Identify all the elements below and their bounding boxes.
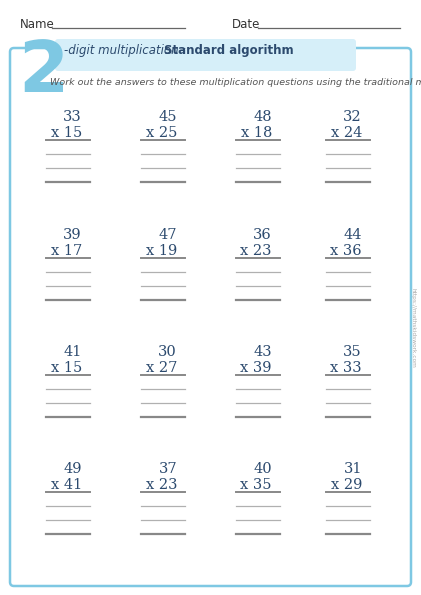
Text: x 15: x 15 [51,361,82,375]
Text: 45: 45 [158,110,177,124]
Text: Name: Name [20,18,55,31]
Text: 48: 48 [253,110,272,124]
Text: x 17: x 17 [51,244,82,258]
Text: 33: 33 [63,110,82,124]
FancyBboxPatch shape [55,39,356,71]
Text: x 33: x 33 [330,361,362,375]
Text: x 29: x 29 [330,478,362,492]
Text: Standard algorithm: Standard algorithm [164,44,293,57]
Text: x 39: x 39 [240,361,272,375]
Text: 43: 43 [253,345,272,359]
Text: 41: 41 [64,345,82,359]
Text: 31: 31 [344,462,362,476]
Text: 37: 37 [158,462,177,476]
Text: 39: 39 [64,228,82,242]
Text: x 36: x 36 [330,244,362,258]
Text: Work out the answers to these multiplication questions using the traditional met: Work out the answers to these multiplica… [50,78,421,87]
Text: 35: 35 [344,345,362,359]
Text: x 35: x 35 [240,478,272,492]
Text: 2: 2 [18,38,68,107]
Text: x 18: x 18 [241,126,272,140]
Text: x 27: x 27 [146,361,177,375]
Text: 49: 49 [64,462,82,476]
Text: x 24: x 24 [330,126,362,140]
Text: x 25: x 25 [146,126,177,140]
Text: 36: 36 [253,228,272,242]
Text: 47: 47 [158,228,177,242]
Text: 40: 40 [253,462,272,476]
Text: 32: 32 [344,110,362,124]
Text: x 41: x 41 [51,478,82,492]
Text: x 15: x 15 [51,126,82,140]
Text: 44: 44 [344,228,362,242]
Text: x 23: x 23 [146,478,177,492]
Text: x 23: x 23 [240,244,272,258]
FancyBboxPatch shape [10,48,411,586]
Text: https://mathskidswork.com: https://mathskidswork.com [410,287,416,368]
Text: Date: Date [232,18,260,31]
Text: 30: 30 [158,345,177,359]
Text: -digit multiplication :: -digit multiplication : [64,44,190,57]
Text: x 19: x 19 [146,244,177,258]
